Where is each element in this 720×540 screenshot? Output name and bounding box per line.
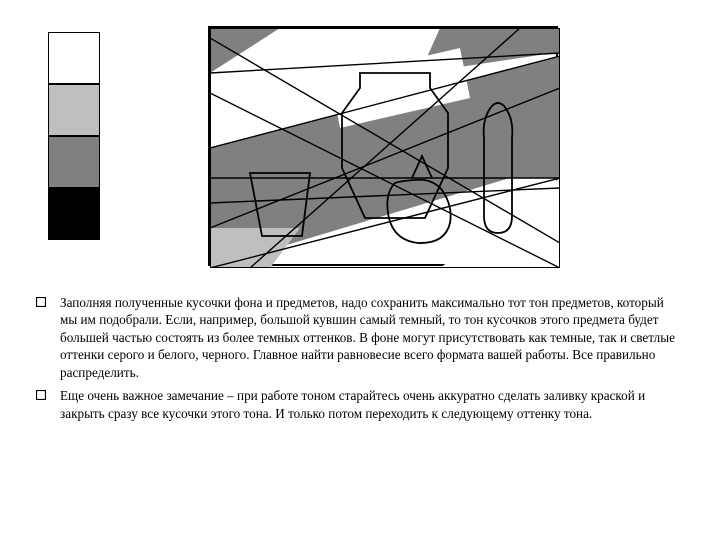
bullet-square-icon xyxy=(36,297,46,307)
swatch-lightgray xyxy=(48,84,100,136)
figure-area xyxy=(0,0,720,280)
swatch-black xyxy=(48,188,100,240)
list-item: Еще очень важное замечание – при работе … xyxy=(36,387,684,422)
still-life-diagram xyxy=(208,26,558,266)
swatch-gray xyxy=(48,136,100,188)
paragraph-text: Еще очень важное замечание – при работе … xyxy=(60,388,645,420)
paragraph-text: Заполняя полученные кусочки фона и предм… xyxy=(60,295,675,380)
bullet-square-icon xyxy=(36,390,46,400)
tone-palette xyxy=(48,32,100,240)
list-item: Заполняя полученные кусочки фона и предм… xyxy=(36,294,684,381)
swatch-white xyxy=(48,32,100,84)
instruction-text: Заполняя полученные кусочки фона и предм… xyxy=(36,294,684,428)
